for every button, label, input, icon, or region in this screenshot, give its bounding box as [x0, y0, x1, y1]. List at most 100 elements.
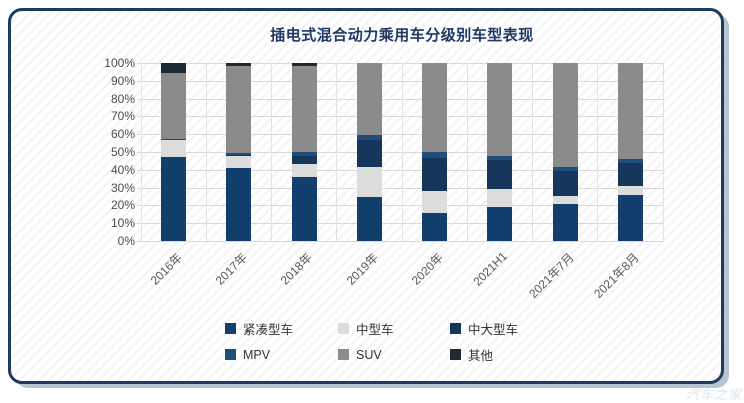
bar-segment: [487, 63, 513, 156]
bar-segment: [291, 176, 317, 241]
bar-segment: [617, 162, 643, 186]
stacked-bar: [291, 63, 317, 241]
y-tick-label: 70%: [110, 109, 135, 124]
stacked-bar: [226, 63, 252, 241]
gridline-horizontal: [137, 241, 663, 242]
gridline-horizontal: [137, 223, 663, 225]
category-slot: 2016年: [141, 63, 206, 288]
bar-segment: [422, 158, 448, 192]
bar-segment: [291, 156, 317, 164]
bar-segment: [487, 188, 513, 208]
legend-item: MPV: [225, 345, 338, 364]
gridline-vertical: [205, 63, 207, 241]
bar-segment: [487, 207, 513, 241]
gridline-horizontal: [137, 205, 663, 207]
bar-segment: [226, 63, 252, 66]
stacked-bar: [617, 63, 643, 241]
y-tick-label: 30%: [110, 180, 135, 195]
category-slot: 2020年: [402, 63, 467, 288]
bar-segment: [422, 63, 448, 153]
bar-segment: [226, 168, 252, 241]
chart-card: 插电式混合动力乘用车分级别车型表现 100% 90% 80% 70% 60% 50% 40%…: [8, 8, 724, 384]
legend-item: 紧凑型车: [225, 319, 338, 338]
legend-item: SUV: [338, 345, 450, 364]
bar-segment: [161, 63, 187, 73]
legend-label: MPV: [243, 347, 271, 362]
stacked-bar: [487, 63, 513, 241]
legend-item: 中型车: [338, 319, 450, 338]
bar-segment: [226, 152, 252, 155]
gridline-vertical: [597, 63, 599, 241]
y-tick-label: 60%: [110, 127, 135, 142]
y-tick-label: 40%: [110, 162, 135, 177]
gridline-horizontal: [137, 187, 663, 189]
bar-segment: [356, 167, 382, 197]
chart-title: 插电式混合动力乘用车分级别车型表现: [270, 27, 534, 44]
plot-area: 2016年 2017年 2018年 2019年 2020年 2021H1 2021年7月 20…: [137, 63, 664, 301]
bar-segment: [422, 152, 448, 159]
legend-label: 中大型车: [468, 323, 519, 337]
bar-segment: [422, 212, 448, 241]
bar-segment: [617, 185, 643, 195]
legend-swatch: [450, 349, 461, 360]
y-tick-label: 0%: [117, 234, 135, 248]
bar-segment: [552, 195, 578, 204]
bar-segment: [356, 63, 382, 136]
watermark-logo: 汽车之家: [685, 387, 742, 402]
bar-segment: [356, 140, 382, 168]
bar-segment: [552, 63, 578, 168]
stacked-bar: [552, 63, 578, 241]
gridline-horizontal: [137, 152, 663, 153]
x-category-label: 2021H1: [470, 249, 510, 289]
legend-item: 其他: [450, 345, 580, 364]
legend-swatch: [450, 323, 461, 334]
bar-segment: [291, 63, 317, 66]
y-tick-label: 80%: [110, 91, 135, 106]
gridline-horizontal: [137, 169, 663, 171]
gridline-horizontal: [137, 98, 663, 100]
y-tick-label: 100%: [104, 56, 135, 70]
x-category-label: 2020年: [408, 250, 446, 288]
stacked-bar: [356, 63, 382, 241]
legend-label: 紧凑型车: [243, 323, 294, 337]
x-category-label: 2021年7月: [525, 250, 577, 301]
gridline-vertical: [271, 63, 272, 241]
bar-segment: [617, 194, 643, 241]
bar-segment: [291, 163, 317, 177]
bar-segment: [552, 203, 578, 241]
legend-label: 其他: [468, 349, 494, 363]
bar-segment: [161, 139, 187, 141]
bar-segment: [356, 135, 382, 141]
category-slot: 2017年: [206, 63, 271, 288]
legend-item: 中大型车: [450, 319, 580, 338]
bar-segment: [161, 72, 187, 139]
gridline-vertical: [532, 63, 533, 241]
x-category-label: 2019年: [343, 250, 381, 288]
bar-segment: [226, 154, 252, 156]
chart-legend: 紧凑型车 中型车 中大型车 MPV SUV 其他: [225, 319, 580, 364]
y-tick-label: 10%: [110, 216, 135, 231]
gridline-vertical: [662, 63, 664, 241]
x-category-label: 2018年: [278, 250, 316, 288]
gridline-horizontal: [137, 80, 663, 82]
legend-swatch: [338, 323, 349, 334]
stacked-bar: [422, 63, 448, 241]
bar-segment: [161, 138, 187, 140]
bar-segment: [291, 65, 317, 153]
gridline-vertical: [140, 63, 142, 241]
legend-swatch: [225, 323, 236, 334]
bar-segment: [487, 155, 513, 161]
gridline-horizontal: [137, 63, 663, 64]
bar-segment: [617, 159, 643, 163]
gridline-vertical: [336, 63, 338, 241]
legend-label: 中型车: [356, 323, 394, 337]
bar-segment: [291, 152, 317, 157]
bar-slots: 2016年 2017年 2018年 2019年 2020年 2021H1 2021年7月 20…: [141, 63, 663, 301]
bar-segment: [552, 167, 578, 171]
x-category-label: 2021年8月: [591, 250, 642, 301]
bar-segment: [226, 65, 252, 153]
category-slot: 2019年: [337, 63, 402, 288]
category-slot: 2021H1: [467, 63, 532, 289]
gridline-horizontal: [137, 116, 663, 118]
